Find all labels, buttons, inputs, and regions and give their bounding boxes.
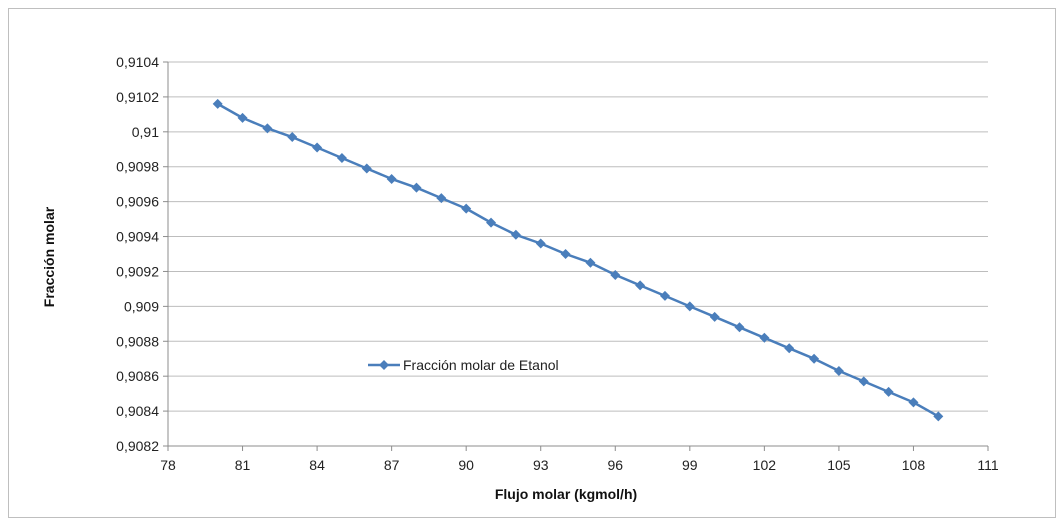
data-point (833, 365, 844, 376)
x-tick-label: 105 (827, 457, 851, 473)
data-point (262, 123, 273, 134)
data-point (336, 153, 347, 163)
x-tick-label: 90 (458, 457, 474, 473)
y-tick-label: 0,9102 (116, 89, 159, 105)
data-point (809, 353, 820, 364)
data-point (436, 193, 447, 204)
data-point (908, 397, 919, 408)
x-tick-label: 102 (753, 457, 777, 473)
y-tick-label: 0,91 (132, 124, 159, 140)
data-point (510, 229, 521, 240)
data-point (287, 132, 298, 143)
data-point (361, 163, 372, 174)
x-tick-label: 108 (902, 457, 926, 473)
data-point (659, 290, 670, 301)
data-point (684, 301, 695, 312)
data-point (535, 238, 546, 249)
x-tick-label: 81 (235, 457, 251, 473)
x-tick-label: 78 (160, 457, 176, 473)
y-tick-label: 0,9098 (116, 159, 159, 175)
y-axis-title: Fracción molar (41, 206, 57, 307)
legend-label: Fracción molar de Etanol (403, 357, 559, 373)
data-point (709, 311, 720, 322)
y-tick-label: 0,9086 (116, 368, 159, 384)
y-tick-label: 0,9084 (116, 403, 159, 419)
data-point (486, 217, 497, 228)
y-tick-label: 0,9088 (116, 333, 159, 349)
y-tick-label: 0,9092 (116, 263, 159, 279)
x-tick-label: 87 (384, 457, 400, 473)
y-tick-label: 0,9082 (116, 438, 159, 454)
data-point (312, 142, 323, 153)
x-tick-label: 111 (977, 457, 998, 473)
data-point (212, 98, 223, 109)
y-tick-label: 0,9096 (116, 194, 159, 210)
data-point (858, 376, 869, 387)
data-point (237, 112, 248, 123)
data-point (734, 322, 745, 333)
y-axis: 0,9082 0,9084 0,9086 0,9088 0,909 0,9092 0,909… (116, 54, 169, 454)
gridlines (168, 61, 988, 412)
y-tick-label: 0,9104 (116, 54, 159, 70)
x-tick-label: 96 (607, 457, 623, 473)
data-point (610, 269, 621, 280)
data-point (784, 343, 795, 354)
data-point (883, 386, 894, 397)
data-point (411, 182, 422, 193)
data-point (585, 257, 596, 268)
x-axis-title: Flujo molar (kgmol/h) (495, 486, 637, 502)
data-point (635, 280, 646, 291)
y-tick-label: 0,9094 (116, 229, 159, 245)
legend: Fracción molar de Etanol (368, 357, 559, 373)
series-line (217, 102, 939, 418)
data-point (461, 203, 472, 214)
y-tick-label: 0,909 (124, 298, 159, 314)
data-point (759, 332, 770, 343)
data-point (933, 411, 944, 422)
x-tick-label: 93 (533, 457, 549, 473)
chart-frame (8, 8, 1056, 518)
x-tick-label: 84 (309, 457, 325, 473)
x-axis: 78 81 84 87 90 93 96 99 102 105 108 111 (160, 445, 999, 473)
data-point (560, 249, 571, 259)
x-tick-label: 99 (682, 457, 698, 473)
data-point (386, 173, 397, 184)
legend-marker-swatch (379, 360, 389, 370)
series-layer (212, 98, 944, 422)
